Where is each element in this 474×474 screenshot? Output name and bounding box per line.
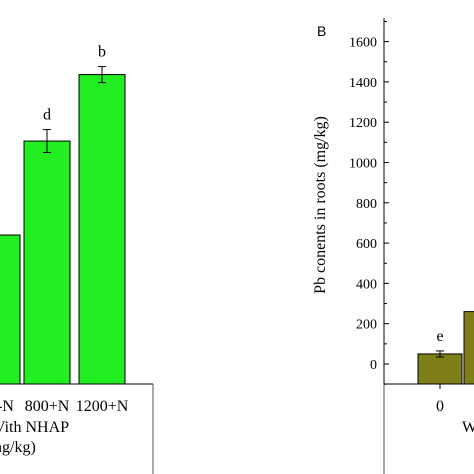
panel-a-significance-letter: b — [98, 44, 106, 61]
panel-b-y-tick-label: 0 — [370, 358, 377, 373]
panel-a-error-bar — [43, 129, 51, 154]
panel-b-y-tick-label: 1000 — [349, 157, 377, 172]
panel-a-x-label-line-1: Vith NHAP — [0, 419, 69, 436]
panel-b-y-tick-label: 1200 — [349, 116, 377, 131]
panel-a-partial-tick-label: -N — [0, 398, 14, 415]
panel-a-x-tick-label: 1200+N — [76, 398, 129, 415]
panel-a-x-tick-label: 800+N — [25, 398, 70, 415]
panel-a-bar — [23, 140, 71, 385]
panel-b-y-tick-label: 400 — [356, 277, 377, 292]
panel-b-y-tick-label: 1400 — [349, 76, 377, 91]
panel-a-x-label-line-2: ng/kg) — [0, 439, 36, 456]
panel-b-x-tick-label: 0 — [436, 398, 444, 415]
panel-a-bar — [78, 74, 126, 385]
panel-b-bar — [417, 353, 463, 385]
panel-b: B Pb conents in roots (mg/kg) 0 W 0 200 40… — [312, 18, 474, 474]
panel-b-significance-letter: e — [436, 328, 443, 345]
panel-b-y-tick-label: 600 — [356, 237, 377, 252]
panel-a-error-bar — [98, 66, 106, 84]
panel-a-bar — [0, 234, 21, 385]
panel-a-significance-letter: d — [43, 107, 51, 124]
panel-b-y-tick-label: 200 — [356, 318, 377, 333]
panel-b-y-tick-label: 1600 — [349, 36, 377, 51]
panel-b-x-label-partial: W — [462, 419, 474, 436]
panel-a: -N Vith NHAP ng/kg) d 800+N b 1200+N — [0, 44, 154, 474]
panel-b-bar — [463, 311, 474, 385]
panel-b-y-axis-label: Pb conents in roots (mg/kg) — [312, 116, 329, 294]
panel-b-letter: B — [317, 23, 326, 39]
panel-b-error-bar — [436, 350, 444, 358]
panel-b-y-tick-label: 800 — [356, 197, 377, 212]
